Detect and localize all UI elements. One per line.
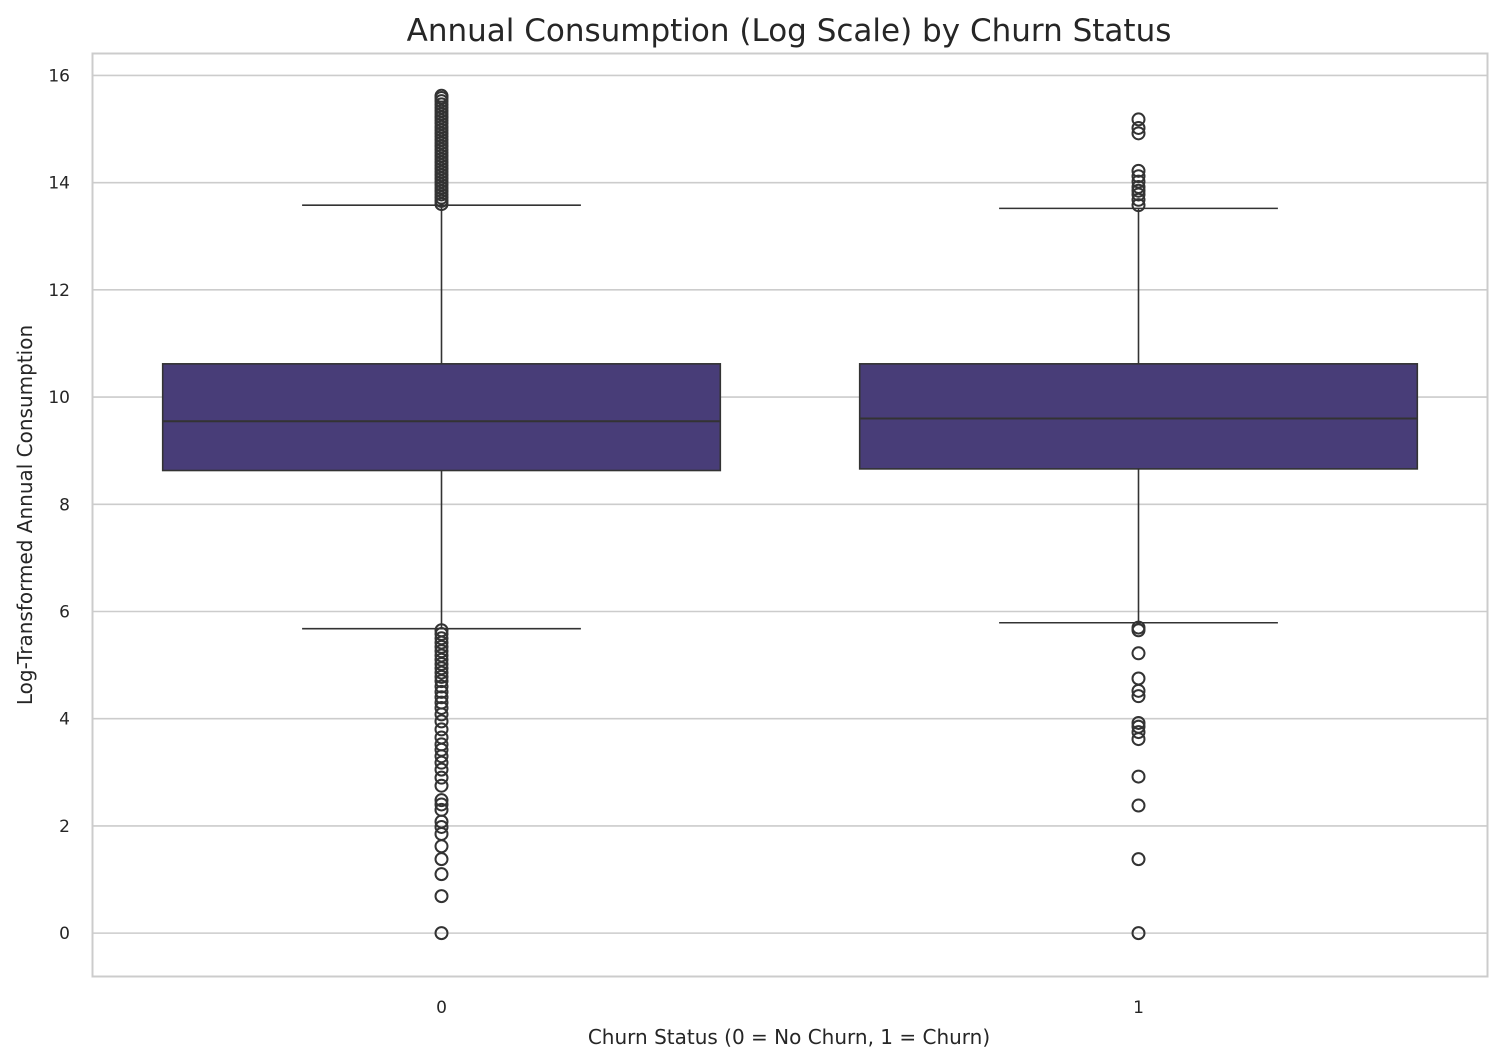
outlier-point bbox=[434, 684, 449, 699]
outlier-point bbox=[434, 690, 449, 705]
outlier-point bbox=[1131, 169, 1146, 184]
outlier-point bbox=[1131, 671, 1146, 686]
y-gridlines bbox=[93, 74, 1487, 934]
outlier-point bbox=[434, 797, 449, 812]
outlier-point bbox=[1131, 732, 1146, 747]
outlier-point bbox=[434, 839, 449, 854]
outlier-point bbox=[434, 700, 449, 715]
outlier-point bbox=[1131, 926, 1146, 941]
outlier-point bbox=[1131, 689, 1146, 704]
y-tick-label: 6 bbox=[59, 602, 70, 622]
y-tick-label: 2 bbox=[59, 817, 70, 837]
outlier-point bbox=[434, 889, 449, 904]
outlier-point bbox=[434, 755, 449, 770]
outlier-point bbox=[434, 722, 449, 737]
outlier-point bbox=[434, 819, 449, 834]
y-tick-label: 10 bbox=[48, 388, 70, 408]
y-tick-label: 8 bbox=[59, 495, 70, 515]
outlier-point bbox=[1131, 715, 1146, 730]
outlier-point bbox=[434, 674, 449, 689]
outlier-point bbox=[1131, 120, 1146, 135]
y-axis-ticks: 0 2 4 6 8 10 12 14 16 bbox=[48, 66, 70, 944]
iqr-box bbox=[858, 363, 1419, 470]
outlier-point bbox=[1131, 198, 1146, 213]
outlier-point bbox=[434, 679, 449, 694]
y-tick-label: 0 bbox=[59, 924, 70, 944]
y-tick-label: 12 bbox=[48, 281, 70, 301]
y-tick-label: 4 bbox=[59, 710, 70, 730]
y-axis-label: Log-Transformed Annual Consumption bbox=[13, 325, 37, 705]
iqr-box bbox=[161, 363, 722, 472]
outlier-point bbox=[434, 669, 449, 684]
outlier-point bbox=[1131, 798, 1146, 813]
outlier-point bbox=[1131, 725, 1146, 740]
outlier-point bbox=[1131, 852, 1146, 867]
outlier-point bbox=[1131, 163, 1146, 178]
y-tick-label: 16 bbox=[48, 66, 70, 86]
outlier-point bbox=[1131, 646, 1146, 661]
chart-title: Annual Consumption (Log Scale) by Churn … bbox=[407, 13, 1172, 49]
y-tick-label: 14 bbox=[48, 174, 70, 194]
outlier-point bbox=[1131, 192, 1146, 207]
x-axis-label: Churn Status (0 = No Churn, 1 = Churn) bbox=[588, 1025, 990, 1049]
outlier-point bbox=[434, 762, 449, 777]
outlier-point bbox=[1131, 183, 1146, 198]
outlier-point bbox=[434, 778, 449, 793]
outlier-point bbox=[434, 714, 449, 729]
box-plot-boxes bbox=[161, 88, 1419, 941]
outlier-point bbox=[434, 793, 449, 808]
outlier-point bbox=[1131, 683, 1146, 698]
outlier-point bbox=[434, 707, 449, 722]
box-group-0 bbox=[161, 88, 722, 941]
outlier-point bbox=[1131, 112, 1146, 127]
outlier-point bbox=[434, 749, 449, 764]
outlier-point bbox=[434, 770, 449, 785]
outlier-point bbox=[434, 867, 449, 882]
plot-frame bbox=[91, 52, 1489, 978]
outlier-point bbox=[434, 926, 449, 941]
outlier-point bbox=[1131, 126, 1146, 141]
outlier-point bbox=[1131, 769, 1146, 784]
outlier-point bbox=[434, 665, 449, 680]
outlier-point bbox=[434, 197, 449, 212]
x-tick-label: 1 bbox=[1133, 998, 1144, 1018]
outlier-point bbox=[1131, 187, 1146, 202]
outlier-point bbox=[1131, 623, 1146, 638]
outlier-point bbox=[434, 852, 449, 867]
box-group-1 bbox=[858, 112, 1419, 941]
x-tick-label: 0 bbox=[436, 998, 447, 1018]
